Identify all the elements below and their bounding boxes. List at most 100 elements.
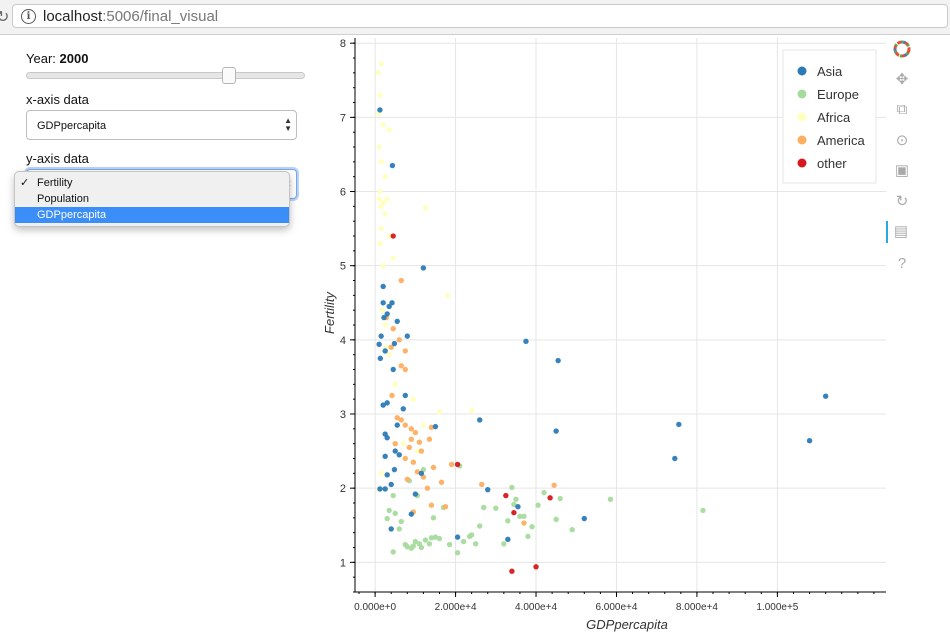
data-point-asia	[384, 472, 390, 478]
data-point-asia	[382, 348, 388, 354]
dropdown-option-population[interactable]: Population	[37, 193, 89, 205]
data-point-america	[521, 520, 527, 526]
data-point-europe	[529, 524, 535, 530]
data-point-europe	[472, 541, 479, 547]
data-point-africa	[414, 448, 421, 454]
data-point-europe	[569, 527, 575, 533]
data-point-asia	[384, 311, 390, 317]
data-point-asia	[388, 526, 394, 532]
data-point-america	[389, 392, 395, 399]
data-point-europe	[418, 544, 425, 551]
data-point-europe	[390, 549, 396, 555]
data-point-africa	[386, 351, 392, 358]
data-point-asia	[382, 453, 388, 459]
data-point-america	[388, 344, 394, 350]
data-point-europe	[446, 541, 453, 548]
data-point-other	[547, 495, 553, 501]
data-point-america	[410, 459, 417, 465]
data-point-asia	[404, 333, 410, 339]
y-tick-label: 8	[340, 38, 346, 50]
data-point-other	[511, 509, 517, 516]
data-point-asia	[381, 314, 387, 321]
dropdown-option-fertility[interactable]: ✓ Fertility	[20, 177, 73, 189]
x-tick-label: 0.000e+0	[354, 602, 396, 613]
data-point-africa	[380, 122, 386, 128]
data-point-america	[430, 464, 437, 471]
data-point-asia	[402, 392, 408, 399]
data-point-america	[424, 485, 431, 491]
year-slider-handle[interactable]	[222, 67, 237, 84]
data-point-europe	[501, 541, 507, 547]
x-tick-label: 4.000e+4	[515, 602, 557, 613]
data-point-america	[394, 415, 400, 421]
y-tick-label: 7	[340, 112, 346, 124]
y-tick-label: 2	[340, 483, 346, 495]
x-tick-label: 2.000e+4	[435, 602, 477, 613]
data-point-africa	[377, 92, 383, 98]
data-point-africa	[375, 70, 382, 76]
data-point-asia	[806, 438, 813, 444]
data-point-other	[390, 233, 396, 239]
data-point-africa	[384, 196, 390, 202]
y-axis-dropdown-menu: ✓ Fertility Population GDPpercapita	[14, 171, 290, 227]
legend-label-other: other	[817, 156, 847, 171]
data-point-asia	[391, 340, 398, 347]
data-point-america	[418, 448, 425, 454]
year-slider[interactable]	[26, 72, 305, 79]
data-point-europe	[454, 549, 461, 556]
data-point-america	[390, 326, 396, 332]
data-point-africa	[386, 233, 392, 239]
pan-icon[interactable]: ✥	[895, 71, 909, 88]
data-point-america	[406, 444, 413, 451]
axes: 1 2 3 4 5 6 7 8 0.000e+0 2.000e+4 4.000e+4 6.000e+4…	[340, 38, 886, 613]
data-point-europe	[390, 492, 396, 499]
data-point-asia	[515, 504, 521, 510]
data-point-asia	[408, 511, 415, 517]
legend-marker-africa	[797, 112, 807, 122]
address-bar[interactable]: i localhost:5006/final_visual	[12, 4, 948, 28]
year-label: Year: 2000	[26, 51, 89, 66]
data-point-asia	[377, 486, 383, 492]
data-point-africa	[382, 322, 388, 328]
scatter-plot[interactable]: 1 2 3 4 5 6 7 8 0.000e+0 2.000e+4 4.000e+4 6.000e+4…	[318, 36, 888, 638]
legend-marker-america	[797, 135, 807, 145]
data-point-america	[448, 461, 455, 468]
hover-icon[interactable]: ▤	[886, 221, 914, 243]
data-point-africa	[378, 61, 384, 67]
data-point-europe	[700, 507, 706, 514]
data-point-asia	[389, 300, 395, 306]
save-icon[interactable]: ▣	[894, 162, 910, 179]
data-point-america	[416, 439, 423, 445]
data-point-america	[404, 476, 410, 482]
data-point-other	[533, 564, 539, 570]
box-zoom-icon[interactable]: ⧉	[896, 101, 908, 118]
data-point-europe	[422, 537, 429, 543]
help-icon[interactable]: ?	[897, 255, 907, 272]
data-point-africa	[378, 470, 384, 477]
data-point-africa	[420, 422, 427, 428]
data-point-africa	[380, 262, 386, 269]
bokeh-logo-icon[interactable]	[889, 38, 915, 60]
wheel-zoom-icon[interactable]: ⊙	[895, 132, 909, 149]
data-point-america	[402, 455, 408, 462]
data-point-asia	[553, 428, 559, 434]
x-axis-select[interactable]: GDPpercapita ▲ ▼	[26, 110, 297, 140]
info-icon[interactable]: i	[21, 9, 36, 24]
checkmark-icon: ✓	[20, 177, 30, 189]
data-point-asia	[391, 466, 398, 473]
data-point-america	[442, 504, 449, 510]
reset-icon[interactable]: ↻	[895, 193, 909, 210]
data-point-asia	[380, 300, 386, 306]
reload-icon[interactable]: ↻	[0, 9, 10, 26]
data-point-asia	[384, 435, 390, 441]
data-point-europe	[384, 515, 390, 522]
legend-marker-europe	[797, 89, 807, 99]
data-point-other	[509, 568, 515, 574]
data-point-asia	[420, 265, 427, 271]
data-point-asia	[396, 452, 402, 458]
data-point-europe	[505, 518, 511, 524]
data-point-america	[392, 440, 398, 447]
data-point-europe	[412, 538, 419, 545]
dropdown-option-gdppercapita[interactable]: GDPpercapita	[15, 207, 289, 223]
data-point-asia	[389, 162, 396, 169]
